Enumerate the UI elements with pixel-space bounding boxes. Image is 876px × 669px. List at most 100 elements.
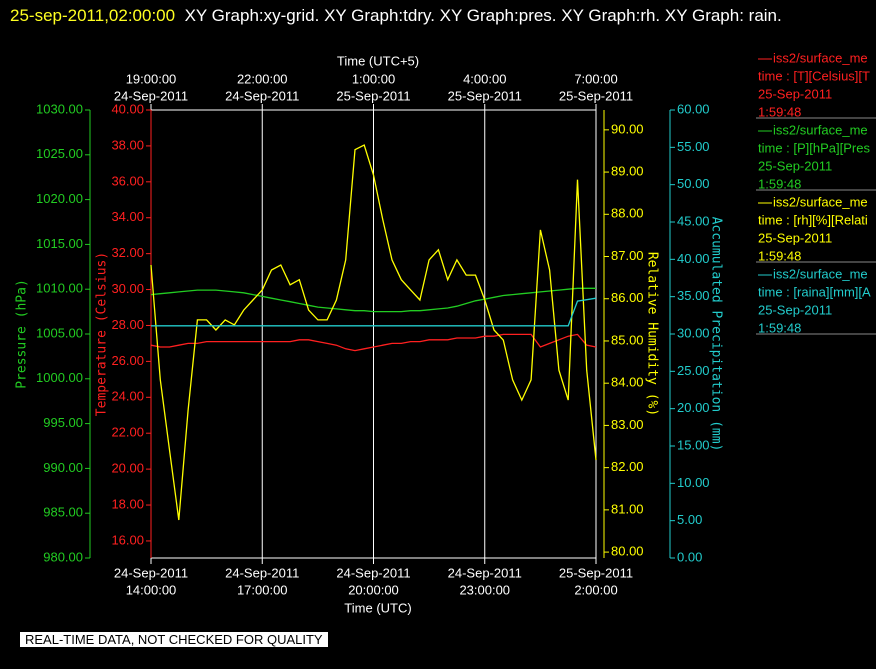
legend-detail: time : [raina][mm][A	[758, 284, 871, 299]
y-tick-label: 55.00	[677, 139, 710, 154]
data-line	[150, 144, 597, 521]
y-tick-label: 1010.00	[36, 281, 83, 296]
y-tick-label: 88.00	[611, 206, 644, 221]
y-tick-label: 84.00	[611, 375, 644, 390]
legend-detail: 25-Sep-2011	[758, 86, 832, 101]
legend-detail: 25-Sep-2011	[758, 302, 832, 317]
legend-detail: 1:59:48	[758, 248, 801, 263]
x-tick-date: 24-Sep-2011	[225, 565, 299, 580]
y-tick-label: 89.00	[611, 164, 644, 179]
y-axis-label: Accumulated Precipitation (mm)	[709, 217, 724, 452]
x2-tick-label: 1:00:00	[352, 71, 395, 86]
y-tick-label: 16.00	[111, 532, 144, 547]
legend-detail: 25-Sep-2011	[758, 158, 832, 173]
x2-tick-label: 7:00:00	[574, 71, 617, 86]
y-tick-label: 32.00	[111, 245, 144, 260]
y-tick-label: 1015.00	[36, 236, 83, 251]
x2-tick-date: 25-Sep-2011	[559, 88, 633, 103]
x-tick-date: 24-Sep-2011	[336, 565, 410, 580]
y-tick-label: 80.00	[611, 544, 644, 559]
y-tick-label: 83.00	[611, 417, 644, 432]
chart-title: 25-sep-2011,02:00:00 XY Graph:xy-grid. X…	[10, 2, 860, 30]
y-tick-label: 1020.00	[36, 191, 83, 206]
y-tick-label: 38.00	[111, 137, 144, 152]
data-line	[150, 333, 597, 352]
x2-tick-date: 24-Sep-2011	[225, 88, 299, 103]
y-tick-label: 86.00	[611, 290, 644, 305]
y-axis-label: Pressure (hPa)	[15, 279, 30, 389]
x-tick-label: 14:00:00	[126, 582, 177, 597]
legend-name: iss2/surface_me	[773, 194, 868, 209]
y-tick-label: 24.00	[111, 389, 144, 404]
legend-detail: time : [T][Celsius][T	[758, 68, 870, 83]
x2-tick-label: 4:00:00	[463, 71, 506, 86]
legend-detail: time : [P][hPa][Pres	[758, 140, 870, 155]
y-tick-label: 985.00	[43, 505, 83, 520]
x2-tick-date: 25-Sep-2011	[448, 88, 522, 103]
x2-tick-date: 24-Sep-2011	[114, 88, 188, 103]
y-tick-label: 28.00	[111, 317, 144, 332]
title-time: 25-sep-2011,02:00:00	[10, 6, 176, 25]
data-line	[151, 297, 597, 327]
legend-detail: 25-Sep-2011	[758, 230, 832, 245]
y-tick-label: 87.00	[611, 248, 644, 263]
y-tick-label: 5.00	[677, 512, 702, 527]
y-tick-label: 40.00	[111, 101, 144, 116]
x-axis-label: Time (UTC)	[344, 600, 411, 615]
x2-tick-label: 22:00:00	[237, 71, 288, 86]
legend-detail: 1:59:48	[758, 104, 801, 119]
y-tick-label: 22.00	[111, 425, 144, 440]
y-tick-label: 90.00	[611, 121, 644, 136]
y-axis-label: Relative Humidity (%)	[645, 252, 660, 416]
y-tick-label: 40.00	[677, 251, 710, 266]
y-tick-label: 50.00	[677, 176, 710, 191]
legend-detail: 1:59:48	[758, 176, 801, 191]
y-tick-label: 35.00	[677, 288, 710, 303]
x-tick-date: 24-Sep-2011	[448, 565, 522, 580]
legend-name: iss2/surface_me	[773, 122, 868, 137]
data-line	[150, 287, 596, 313]
legend-detail: 1:59:48	[758, 320, 801, 335]
y-tick-label: 15.00	[677, 437, 710, 452]
legend-detail: time : [rh][%][Relati	[758, 212, 868, 227]
y-tick-label: 82.00	[611, 459, 644, 474]
y-tick-label: 1000.00	[36, 370, 83, 385]
legend-name: iss2/surface_me	[773, 266, 868, 281]
y-tick-label: 30.00	[111, 281, 144, 296]
y-tick-label: 980.00	[43, 549, 83, 564]
y-axis-label: Temperature (Celsius)	[95, 252, 110, 416]
y-tick-label: 10.00	[677, 475, 710, 490]
y-tick-label: 36.00	[111, 173, 144, 188]
y-tick-label: 30.00	[677, 325, 710, 340]
y-tick-label: 0.00	[677, 549, 702, 564]
y-tick-label: 45.00	[677, 213, 710, 228]
y-tick-label: 85.00	[611, 332, 644, 347]
x2-axis-label: Time (UTC+5)	[337, 53, 419, 68]
x-tick-label: 2:00:00	[574, 582, 617, 597]
x2-tick-date: 25-Sep-2011	[336, 88, 410, 103]
y-tick-label: 18.00	[111, 496, 144, 511]
y-tick-label: 25.00	[677, 363, 710, 378]
y-tick-label: 34.00	[111, 209, 144, 224]
y-tick-label: 20.00	[111, 461, 144, 476]
y-tick-label: 995.00	[43, 415, 83, 430]
y-tick-label: 1025.00	[36, 146, 83, 161]
y-tick-label: 1030.00	[36, 101, 83, 116]
y-tick-label: 990.00	[43, 460, 83, 475]
title-text: XY Graph:xy-grid. XY Graph:tdry. XY Grap…	[184, 6, 782, 25]
footer-note: REAL-TIME DATA, NOT CHECKED FOR QUALITY	[20, 632, 328, 647]
x-tick-label: 23:00:00	[459, 582, 510, 597]
legend-name: iss2/surface_me	[773, 50, 868, 65]
x-tick-date: 24-Sep-2011	[114, 565, 188, 580]
y-tick-label: 60.00	[677, 101, 710, 116]
x-tick-label: 17:00:00	[237, 582, 288, 597]
y-tick-label: 20.00	[677, 400, 710, 415]
x2-tick-label: 19:00:00	[126, 71, 177, 86]
y-tick-label: 81.00	[611, 501, 644, 516]
x-tick-label: 20:00:00	[348, 582, 399, 597]
y-tick-label: 1005.00	[36, 325, 83, 340]
x-tick-date: 25-Sep-2011	[559, 565, 633, 580]
y-tick-label: 26.00	[111, 353, 144, 368]
